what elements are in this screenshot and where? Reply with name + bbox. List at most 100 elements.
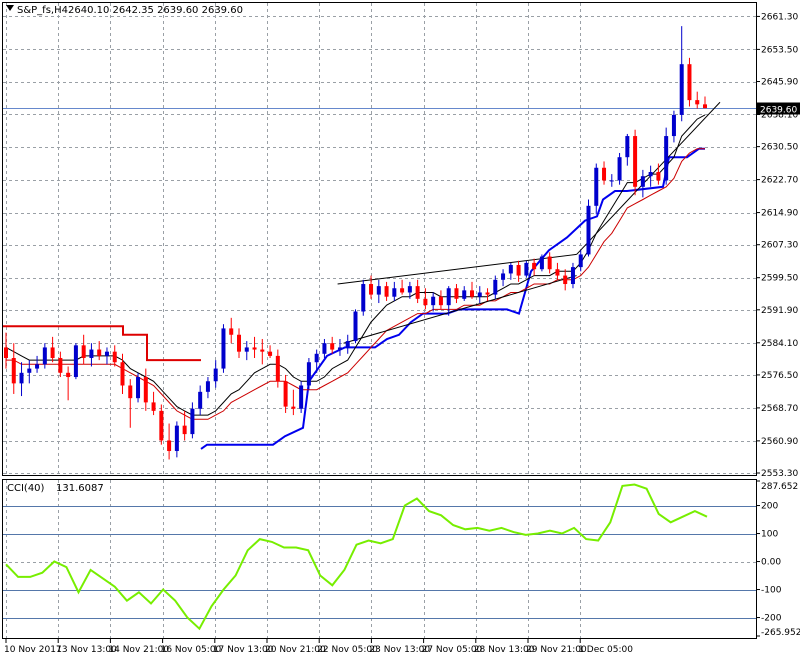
time-tick-label: 17 Nov 13:00	[213, 645, 274, 655]
trendline[interactable]	[343, 275, 577, 344]
candle-body	[136, 377, 141, 399]
candle	[384, 281, 389, 301]
candle	[454, 284, 459, 304]
price-tick-label: 2630.50	[761, 143, 798, 153]
cci-level-lines	[3, 506, 756, 619]
time-tick-label: 20 Nov 21:00	[265, 645, 326, 655]
cci-header: CCI(40) 131.6087	[7, 483, 104, 494]
candle	[508, 262, 513, 280]
candle	[136, 372, 141, 403]
candle-body	[275, 355, 280, 382]
candle	[337, 338, 342, 356]
candle	[431, 292, 436, 312]
candle-body	[244, 347, 249, 352]
cci-tick-label: 200	[761, 502, 778, 512]
candle-body	[306, 362, 311, 386]
price-tick-label: 2607.30	[761, 241, 798, 251]
candle	[524, 260, 529, 278]
candle-body	[640, 176, 645, 187]
trendline[interactable]	[576, 101, 721, 255]
price-tick-label: 2645.90	[761, 78, 798, 88]
candle-body	[174, 425, 179, 452]
candle	[640, 169, 645, 198]
candle	[89, 343, 94, 367]
candle-body	[120, 362, 125, 386]
candle	[532, 258, 537, 276]
candle	[446, 286, 451, 316]
cci-tick-label: 100	[761, 530, 778, 540]
candle	[501, 269, 506, 287]
candle-body	[563, 275, 568, 285]
candle-body	[392, 288, 397, 297]
candle-body	[252, 347, 257, 350]
candle-body	[625, 136, 630, 158]
candle	[609, 174, 614, 187]
candle	[602, 161, 607, 185]
candle-body	[104, 351, 109, 356]
candle	[268, 345, 273, 359]
candle	[687, 57, 692, 107]
candle-body	[128, 385, 133, 399]
candle-body	[508, 265, 513, 274]
price-axis: 2661.30 2653.50 2645.90 2638.10 2630.50 2622.…	[756, 12, 800, 479]
candle	[4, 332, 8, 369]
candle-body	[268, 351, 273, 356]
candle	[167, 423, 172, 460]
candle-body	[516, 265, 521, 276]
candle	[112, 345, 117, 367]
candle	[205, 377, 210, 399]
candle-body	[27, 368, 32, 373]
candle	[11, 343, 16, 394]
candle	[353, 309, 358, 344]
candlestick-series	[4, 26, 707, 460]
candle	[221, 324, 226, 373]
candle	[198, 385, 203, 416]
ohlc-label: 2640.10 2642.35 2639.60 2639.60	[68, 5, 243, 16]
price-tick-label: 2568.70	[761, 404, 798, 414]
trendline[interactable]	[337, 253, 577, 285]
current-price-tag	[757, 102, 800, 115]
candle-body	[570, 267, 575, 285]
time-tick-label: 22 Nov 05:00	[317, 645, 378, 655]
price-tick-label: 2614.90	[761, 209, 798, 219]
cci-tick-label: -200	[761, 614, 782, 624]
candle-body	[35, 364, 40, 369]
candle-body	[66, 372, 71, 378]
time-tick-label: 13 Nov 13:00	[56, 645, 117, 655]
candle-body	[501, 273, 506, 280]
trendlines[interactable]	[337, 101, 721, 344]
price-tick-label: 2553.30	[761, 469, 798, 479]
trailing-stop-upper	[3, 325, 201, 362]
candle-body	[687, 64, 692, 101]
price-tick-label: 2653.50	[761, 45, 798, 55]
candle	[260, 338, 265, 365]
chart-menu-triangle-icon[interactable]	[6, 5, 14, 11]
candle-body	[237, 334, 241, 352]
time-tick-label: 1 Dec 05:00	[578, 645, 633, 655]
cci-line	[5, 483, 708, 631]
candle-body	[73, 345, 78, 378]
cci-series	[5, 483, 708, 631]
time-tick-label: 14 Nov 21:00	[108, 645, 169, 655]
candle-body	[182, 425, 187, 435]
time-tick-label: 28 Nov 13:00	[474, 645, 535, 655]
candle-body	[19, 372, 24, 384]
cci-label: CCI(40)	[7, 483, 45, 494]
cci-pane-frame	[2, 479, 757, 639]
candle-body	[330, 343, 335, 350]
candle-body	[477, 292, 482, 297]
candle	[291, 389, 296, 416]
candle	[369, 275, 374, 299]
candle-body	[291, 406, 296, 409]
candle-body	[97, 349, 102, 356]
candle	[159, 404, 164, 445]
candle	[703, 96, 707, 109]
candle-body	[213, 368, 218, 382]
candle-body	[50, 347, 55, 359]
price-tick-label: 2576.50	[761, 371, 798, 381]
candle-body	[470, 290, 474, 297]
candle-body	[407, 286, 412, 293]
